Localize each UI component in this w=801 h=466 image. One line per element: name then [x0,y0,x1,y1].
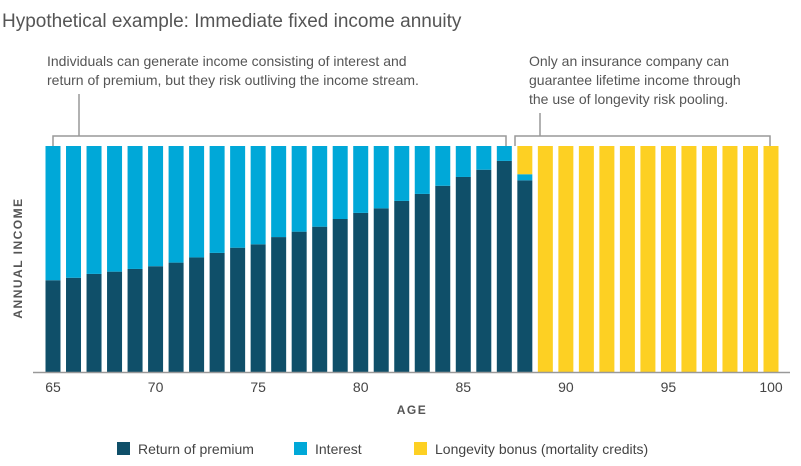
bar-return-age-71 [168,262,184,372]
bar-longevity-age-99 [742,146,758,372]
legend: Return of premium Interest Longevity bon… [117,441,648,457]
bar-interest-age-68 [107,146,123,272]
legend-label-longevity-bonus: Longevity bonus (mortality credits) [435,441,648,457]
x-tick-label-65: 65 [45,379,61,395]
bar-interest-age-74 [230,146,246,248]
bar-return-age-82 [394,200,410,372]
bar-longevity-age-98 [722,146,738,372]
x-tick-label-100: 100 [759,379,783,395]
bar-longevity-age-100 [763,146,779,372]
x-tick-label-70: 70 [148,379,164,395]
bar-return-age-77 [291,231,307,372]
bar-longevity-age-91 [578,146,594,372]
bar-longevity-age-96 [681,146,697,372]
bar-return-age-70 [148,266,164,372]
x-tick-label-80: 80 [353,379,369,395]
bar-interest-age-88 [517,174,533,181]
bar-return-age-84 [435,185,451,372]
bar-interest-age-67 [86,146,102,274]
bar-return-age-69 [127,268,143,372]
bar-interest-age-66 [66,146,82,278]
bar-interest-age-73 [209,146,225,253]
bar-interest-age-87 [496,146,512,161]
bar-interest-age-82 [394,146,410,201]
bar-interest-age-85 [455,146,471,177]
x-tick-label-75: 75 [250,379,266,395]
x-tick-label-90: 90 [558,379,574,395]
annotation-right-line-3: the use of longevity risk pooling. [529,91,728,107]
bar-return-age-73 [209,252,225,372]
bar-longevity-age-94 [640,146,656,372]
bar-interest-age-77 [291,146,307,232]
bar-longevity-age-97 [701,146,717,372]
annotation-left-line-1: Individuals can generate income consisti… [47,53,407,69]
bar-interest-age-84 [435,146,451,186]
legend-swatch-longevity-bonus [414,442,427,455]
bracket-left [52,94,507,146]
bar-longevity-age-93 [619,146,635,372]
bar-return-age-75 [250,244,266,372]
bar-interest-age-69 [127,146,143,269]
bar-interest-age-79 [332,146,348,219]
bar-return-age-65 [45,280,61,372]
bar-return-age-81 [373,208,389,372]
bar-return-age-66 [66,277,82,372]
bar-interest-age-86 [476,146,492,170]
bar-interest-age-75 [250,146,266,245]
bar-return-age-80 [353,212,369,372]
annotation-right-line-1: Only an insurance company can [529,53,729,69]
x-axis-label: AGE [397,403,428,417]
bar-interest-age-65 [45,146,61,281]
bar-interest-age-72 [189,146,205,258]
legend-label-return-of-premium: Return of premium [138,441,254,457]
bar-return-age-79 [332,218,348,372]
bar-return-age-74 [230,247,246,372]
bar-return-age-86 [476,169,492,372]
bar-interest-age-80 [353,146,369,213]
bar-interest-age-81 [373,146,389,209]
bar-return-age-72 [189,257,205,372]
bar-interest-age-78 [312,146,328,227]
bar-return-age-78 [312,226,328,372]
x-ticks: 65 70 75 80 85 90 95 100 [45,379,783,395]
y-axis-label: ANNUAL INCOME [11,197,25,318]
bar-return-age-87 [496,160,512,372]
bracket-right [514,113,771,146]
annotation-right-line-2: guarantee lifetime income through [529,72,741,88]
legend-swatch-interest [294,442,307,455]
bar-return-age-68 [107,271,123,372]
bar-interest-age-83 [414,146,430,194]
bar-interest-age-76 [271,146,287,238]
bar-longevity-age-89 [537,146,553,372]
bar-longevity-age-88 [517,146,533,175]
x-tick-label-85: 85 [455,379,471,395]
bar-return-age-76 [271,237,287,372]
bar-return-age-88 [517,180,533,372]
x-tick-label-95: 95 [661,379,677,395]
chart-title: Hypothetical example: Immediate fixed in… [2,11,462,32]
annotation-right: Only an insurance company can guarantee … [514,53,771,146]
bar-interest-age-71 [168,146,184,263]
bar-return-age-83 [414,193,430,372]
bar-longevity-age-90 [558,146,574,372]
bar-interest-age-70 [148,146,164,267]
legend-label-interest: Interest [315,441,362,457]
bars [45,146,779,372]
annotation-left: Individuals can generate income consisti… [47,53,507,146]
bar-return-age-85 [455,176,471,372]
legend-swatch-return-of-premium [117,442,130,455]
bar-return-age-67 [86,273,102,372]
bar-longevity-age-95 [660,146,676,372]
annotation-left-line-2: return of premium, but they risk outlivi… [47,72,419,88]
bar-longevity-age-92 [599,146,615,372]
